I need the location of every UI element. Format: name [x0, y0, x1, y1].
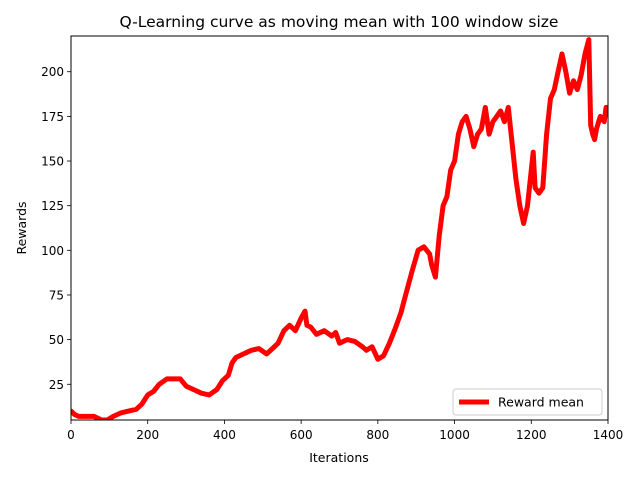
x-tick-label: 1000 [439, 428, 470, 442]
y-axis-label: Rewards [14, 201, 29, 254]
plot-area [70, 35, 609, 421]
x-tick-label: 800 [366, 428, 389, 442]
series-line-reward-mean [71, 37, 608, 420]
x-axis: 0 200 400 600 800 1000 1200 1400 [67, 420, 623, 442]
x-tick-label: 1400 [593, 428, 624, 442]
y-tick-label: 100 [41, 244, 64, 258]
y-tick-label: 150 [41, 155, 64, 169]
x-tick-label: 600 [290, 428, 313, 442]
x-axis-label: Iterations [309, 450, 369, 465]
chart-title: Q-Learning curve as moving mean with 100… [120, 13, 559, 31]
y-tick-label: 25 [49, 378, 64, 392]
y-tick-label: 75 [49, 288, 64, 302]
x-tick-label: 200 [136, 428, 159, 442]
x-tick-label: 0 [67, 428, 75, 442]
legend-label: Reward mean [498, 395, 584, 410]
y-tick-label: 125 [41, 199, 64, 213]
y-tick-label: 50 [49, 333, 64, 347]
x-tick-label: 400 [213, 428, 236, 442]
plot-frame [70, 35, 609, 421]
y-axis: 25 50 75 100 125 150 175 200 [41, 65, 71, 392]
legend-box [452, 388, 603, 416]
y-tick-label: 200 [41, 65, 64, 79]
legend: Reward mean [452, 388, 603, 416]
x-tick-label: 1200 [516, 428, 547, 442]
series-layer [71, 37, 608, 420]
y-tick-label: 175 [41, 110, 64, 124]
